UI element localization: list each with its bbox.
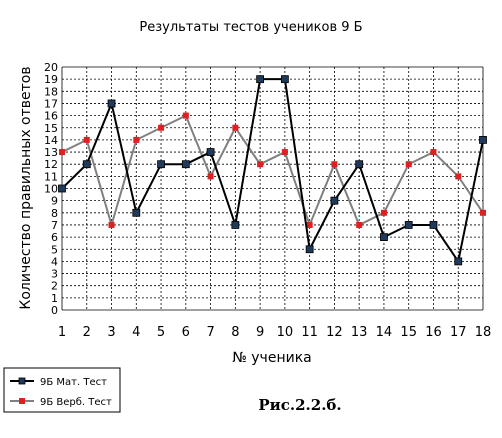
series-2-point-7 [207,173,214,180]
figure-caption: Рис.2.2.б. [258,396,341,414]
y-tick-label-19: 19 [44,73,58,86]
y-tick-label-15: 15 [44,122,58,135]
legend-box [3,367,121,413]
x-tick-label-17: 17 [450,325,467,340]
x-tick-labels: 1 2 3 4 5 6 7 8 9 10 11 12 13 14 15 16 17 18 [58,325,491,340]
x-tick-label-11: 11 [301,325,318,340]
x-tick-label-6: 6 [182,325,190,340]
series-2 [59,112,486,229]
y-tick-label-18: 18 [44,85,58,98]
chart-title: Результаты тестов учеников 9 Б [139,20,362,35]
legend: 9Б Мат. Тест 9Б Верб. Тест [3,367,121,413]
series-1-point-1 [58,184,66,193]
y-tick-label-4: 4 [51,255,58,268]
series-2-point-4 [133,136,140,143]
series-2-point-9 [257,161,264,168]
legend-marker-1 [18,377,26,385]
series-1-point-6 [181,160,190,169]
x-tick-label-7: 7 [206,325,214,340]
y-tick-label-16: 16 [44,110,58,123]
x-tick-label-9: 9 [256,325,264,340]
series-1-point-4 [132,208,141,217]
y-tick-label-20: 20 [44,61,58,74]
series-2-point-3 [108,221,115,228]
x-tick-label-8: 8 [231,325,239,340]
y-tick-label-12: 12 [44,158,58,171]
series-lines [58,75,487,266]
series-1-point-9 [256,75,265,84]
series-1-point-8 [231,221,240,229]
series-2-point-6 [182,112,189,119]
y-tick-label-9: 9 [51,195,58,208]
series-2-point-11 [306,221,313,228]
series-1-point-14 [380,233,388,242]
y-tick-label-11: 11 [44,170,58,183]
series-2-line [61,114,484,229]
series-1-point-7 [206,148,215,156]
legend-marker-2 [19,398,25,404]
series-1-point-2 [82,160,91,169]
x-tick-label-14: 14 [376,325,393,340]
series-2-point-16 [430,149,437,156]
x-tick-label-12: 12 [326,325,343,340]
x-tick-label-1: 1 [58,325,66,340]
x-tick-label-15: 15 [400,325,417,340]
series-1 [58,75,487,266]
series-1-point-3 [107,99,116,108]
series-1-line [61,78,484,264]
x-tick-label-13: 13 [351,325,368,340]
series-2-point-13 [356,221,363,228]
series-2-point-5 [158,124,165,131]
y-tick-label-7: 7 [51,219,58,232]
legend-label-1: 9Б Мат. Тест [40,377,107,388]
series-1-point-12 [330,196,339,205]
y-tick-label-5: 5 [51,243,58,256]
series-2-point-14 [380,209,387,216]
series-1-point-17 [454,257,463,266]
series-1-point-18 [479,135,487,144]
x-tick-label-5: 5 [157,325,165,340]
series-2-point-12 [331,161,338,168]
y-tick-label-6: 6 [51,231,58,244]
legend-label-2: 9Б Верб. Тест [40,397,112,408]
y-tick-label-2: 2 [51,280,58,293]
y-tick-label-13: 13 [44,146,58,159]
x-axis-label: № ученика [232,350,311,366]
grid-lines [61,66,484,311]
y-tick-label-17: 17 [44,97,58,110]
y-tick-label-8: 8 [51,207,58,220]
x-tick-label-3: 3 [107,325,115,340]
series-2-point-17 [455,173,462,180]
legend-items: 9Б Мат. Тест 9Б Верб. Тест [10,377,112,408]
series-1-point-11 [305,245,314,254]
series-1-point-10 [280,75,289,84]
series-1-point-5 [157,160,165,169]
x-tick-label-16: 16 [425,325,442,340]
series-2-point-10 [281,149,288,156]
series-2-point-8 [232,124,239,131]
series-2-point-2 [83,136,90,143]
y-tick-label-0: 0 [51,304,58,317]
x-tick-label-4: 4 [132,325,140,340]
y-tick-label-3: 3 [51,268,58,281]
x-tick-label-18: 18 [475,325,492,340]
y-tick-label-1: 1 [51,292,58,305]
series-2-point-15 [405,161,412,168]
series-2-point-18 [480,209,486,216]
y-tick-label-14: 14 [44,134,58,147]
series-1-point-13 [355,160,364,169]
x-tick-label-10: 10 [277,325,294,340]
series-2-point-1 [59,149,65,156]
y-tick-label-10: 10 [44,183,58,196]
y-axis-label: Количество правильных ответов [18,66,34,309]
x-tick-label-2: 2 [83,325,91,340]
series-1-point-16 [429,221,438,229]
series-1-point-15 [404,221,413,229]
